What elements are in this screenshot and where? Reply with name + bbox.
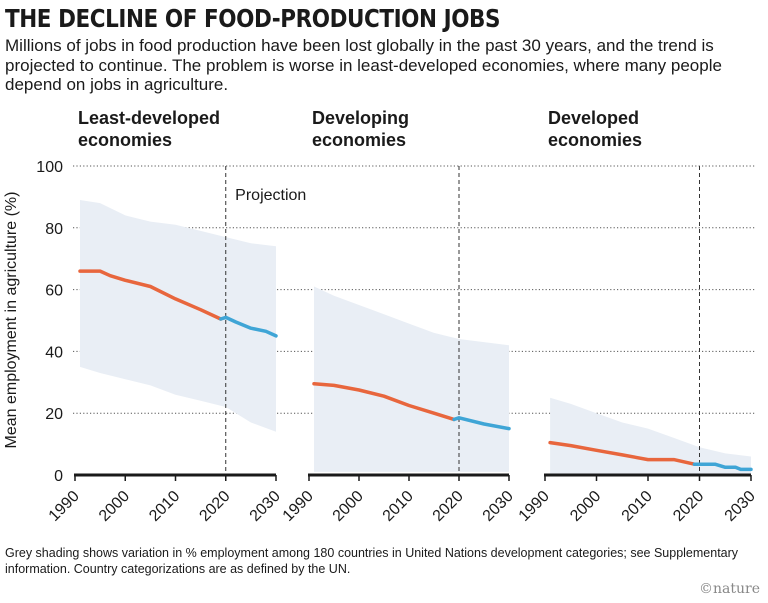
x-tick-label: 1990	[46, 488, 83, 525]
x-tick-label: 2020	[196, 488, 233, 525]
y-tick-label: 0	[54, 468, 63, 485]
y-tick-label: 60	[45, 283, 63, 300]
y-axis-label: Mean employment in agriculture (%)	[3, 192, 20, 449]
historical-series-line	[78, 269, 223, 321]
panel-title: Developed	[548, 108, 639, 128]
y-axis-ticks: 0 20 40 60 80 100	[36, 159, 63, 485]
projection-series-line	[218, 315, 278, 338]
historical-series-line	[312, 382, 456, 422]
x-tick-label: 2000	[567, 488, 604, 525]
x-tick-label: 2030	[247, 488, 284, 525]
x-tick-label: 2000	[330, 488, 367, 525]
y-tick-label: 100	[36, 159, 63, 176]
y-tick-label: 20	[45, 406, 63, 423]
x-tick-label: 2030	[480, 488, 517, 525]
panel-title: economies	[78, 130, 172, 150]
x-tick-label: 1990	[280, 488, 317, 525]
chart-subtitle: Millions of jobs in food production have…	[5, 36, 722, 94]
x-tick-label: 2010	[380, 488, 417, 525]
x-tick-label: 2020	[670, 488, 707, 525]
variation-band	[80, 200, 276, 432]
chart-title: THE DECLINE OF FOOD-PRODUCTION JOBS	[5, 4, 501, 33]
x-tick-label: 1990	[516, 488, 553, 525]
variation-band	[550, 397, 751, 474]
footnote: Grey shading shows variation in % employ…	[5, 546, 739, 576]
x-tick-label: 2010	[619, 488, 656, 525]
x-tick-label: 2000	[96, 488, 133, 525]
panel-title: economies	[548, 130, 642, 150]
panel-title: Least-developed	[78, 108, 220, 128]
projection-label: Projection	[235, 187, 306, 204]
projection-series-line	[452, 416, 511, 431]
y-tick-label: 40	[45, 344, 63, 361]
y-tick-label: 80	[45, 221, 63, 238]
x-tick-label: 2010	[146, 488, 183, 525]
projection-series-line	[692, 462, 753, 472]
historical-series-line	[548, 440, 697, 466]
chart-area: Mean employment in agriculture (%) 0 20 40…	[3, 108, 759, 525]
panel-title: Developing	[312, 108, 409, 128]
nature-credit: ©nature	[699, 581, 760, 597]
variation-band	[314, 286, 509, 472]
x-tick-label: 2030	[722, 488, 759, 525]
x-tick-label: 2020	[430, 488, 467, 525]
panel-title: economies	[312, 130, 406, 150]
